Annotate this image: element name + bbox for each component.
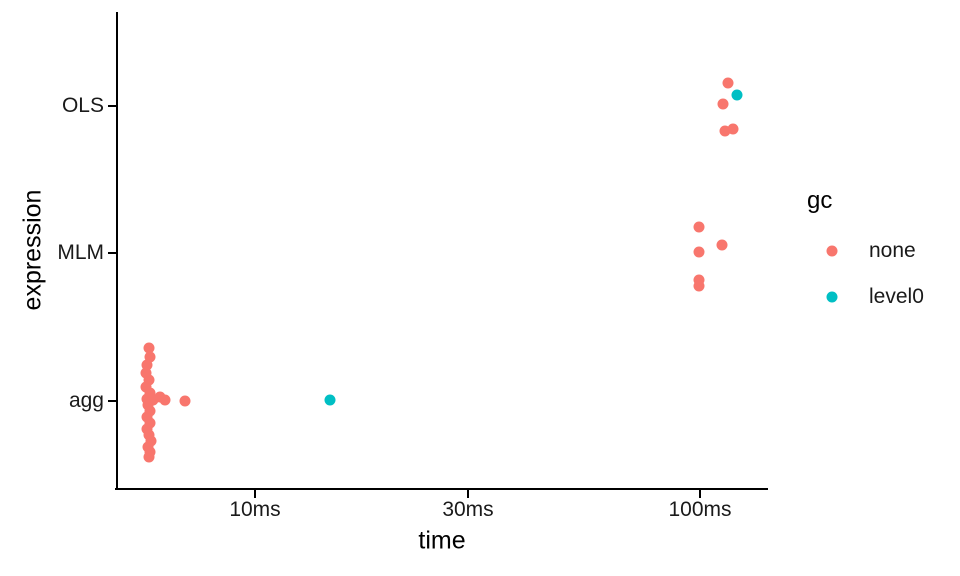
data-point-none	[179, 395, 191, 407]
data-point-level0	[731, 89, 743, 101]
y-tick-mark	[108, 400, 116, 402]
y-tick-label: OLS	[61, 94, 104, 117]
data-point-none	[717, 98, 729, 110]
data-point-none	[144, 351, 156, 363]
data-point-none	[693, 280, 705, 292]
y-axis-title: expression	[18, 189, 47, 311]
x-axis-line	[115, 488, 768, 490]
legend-item-label: none	[869, 239, 916, 262]
y-tick-mark	[108, 252, 116, 254]
data-point-none	[144, 405, 156, 417]
data-point-none	[145, 435, 157, 447]
legend-dot-level0	[826, 291, 838, 303]
data-point-none	[143, 451, 155, 463]
legend-dot-none	[826, 245, 838, 257]
data-point-none	[143, 374, 155, 386]
y-tick-mark	[108, 105, 116, 107]
data-point-none	[693, 221, 705, 233]
data-point-none	[143, 429, 155, 441]
data-point-none	[141, 359, 153, 371]
data-point-none	[142, 399, 154, 411]
data-point-none	[144, 387, 156, 399]
data-point-level0	[324, 394, 336, 406]
data-point-none	[727, 123, 739, 135]
y-tick-label: agg	[68, 389, 104, 412]
data-point-none	[141, 423, 153, 435]
data-point-none	[693, 274, 705, 286]
data-point-none	[141, 411, 153, 423]
x-tick-mark	[699, 490, 701, 498]
y-axis-line	[116, 12, 118, 490]
legend-item-label: level0	[869, 285, 924, 308]
data-point-none	[159, 394, 171, 406]
x-tick-mark	[467, 490, 469, 498]
x-axis-title: time	[418, 526, 466, 555]
x-tick-mark	[254, 490, 256, 498]
data-point-none	[722, 77, 734, 89]
legend-title: gc	[807, 187, 833, 214]
data-point-none	[144, 417, 156, 429]
x-tick-label: 100ms	[668, 498, 732, 521]
data-point-none	[143, 342, 155, 354]
data-point-none	[719, 125, 731, 137]
x-tick-label: 10ms	[229, 498, 281, 521]
y-tick-label: MLM	[57, 241, 104, 264]
x-tick-label: 30ms	[442, 498, 494, 521]
data-point-none	[693, 246, 705, 258]
data-point-none	[716, 239, 728, 251]
data-point-none	[141, 393, 153, 405]
data-point-none	[147, 394, 159, 406]
data-point-none	[140, 367, 152, 379]
data-point-none	[140, 381, 152, 393]
